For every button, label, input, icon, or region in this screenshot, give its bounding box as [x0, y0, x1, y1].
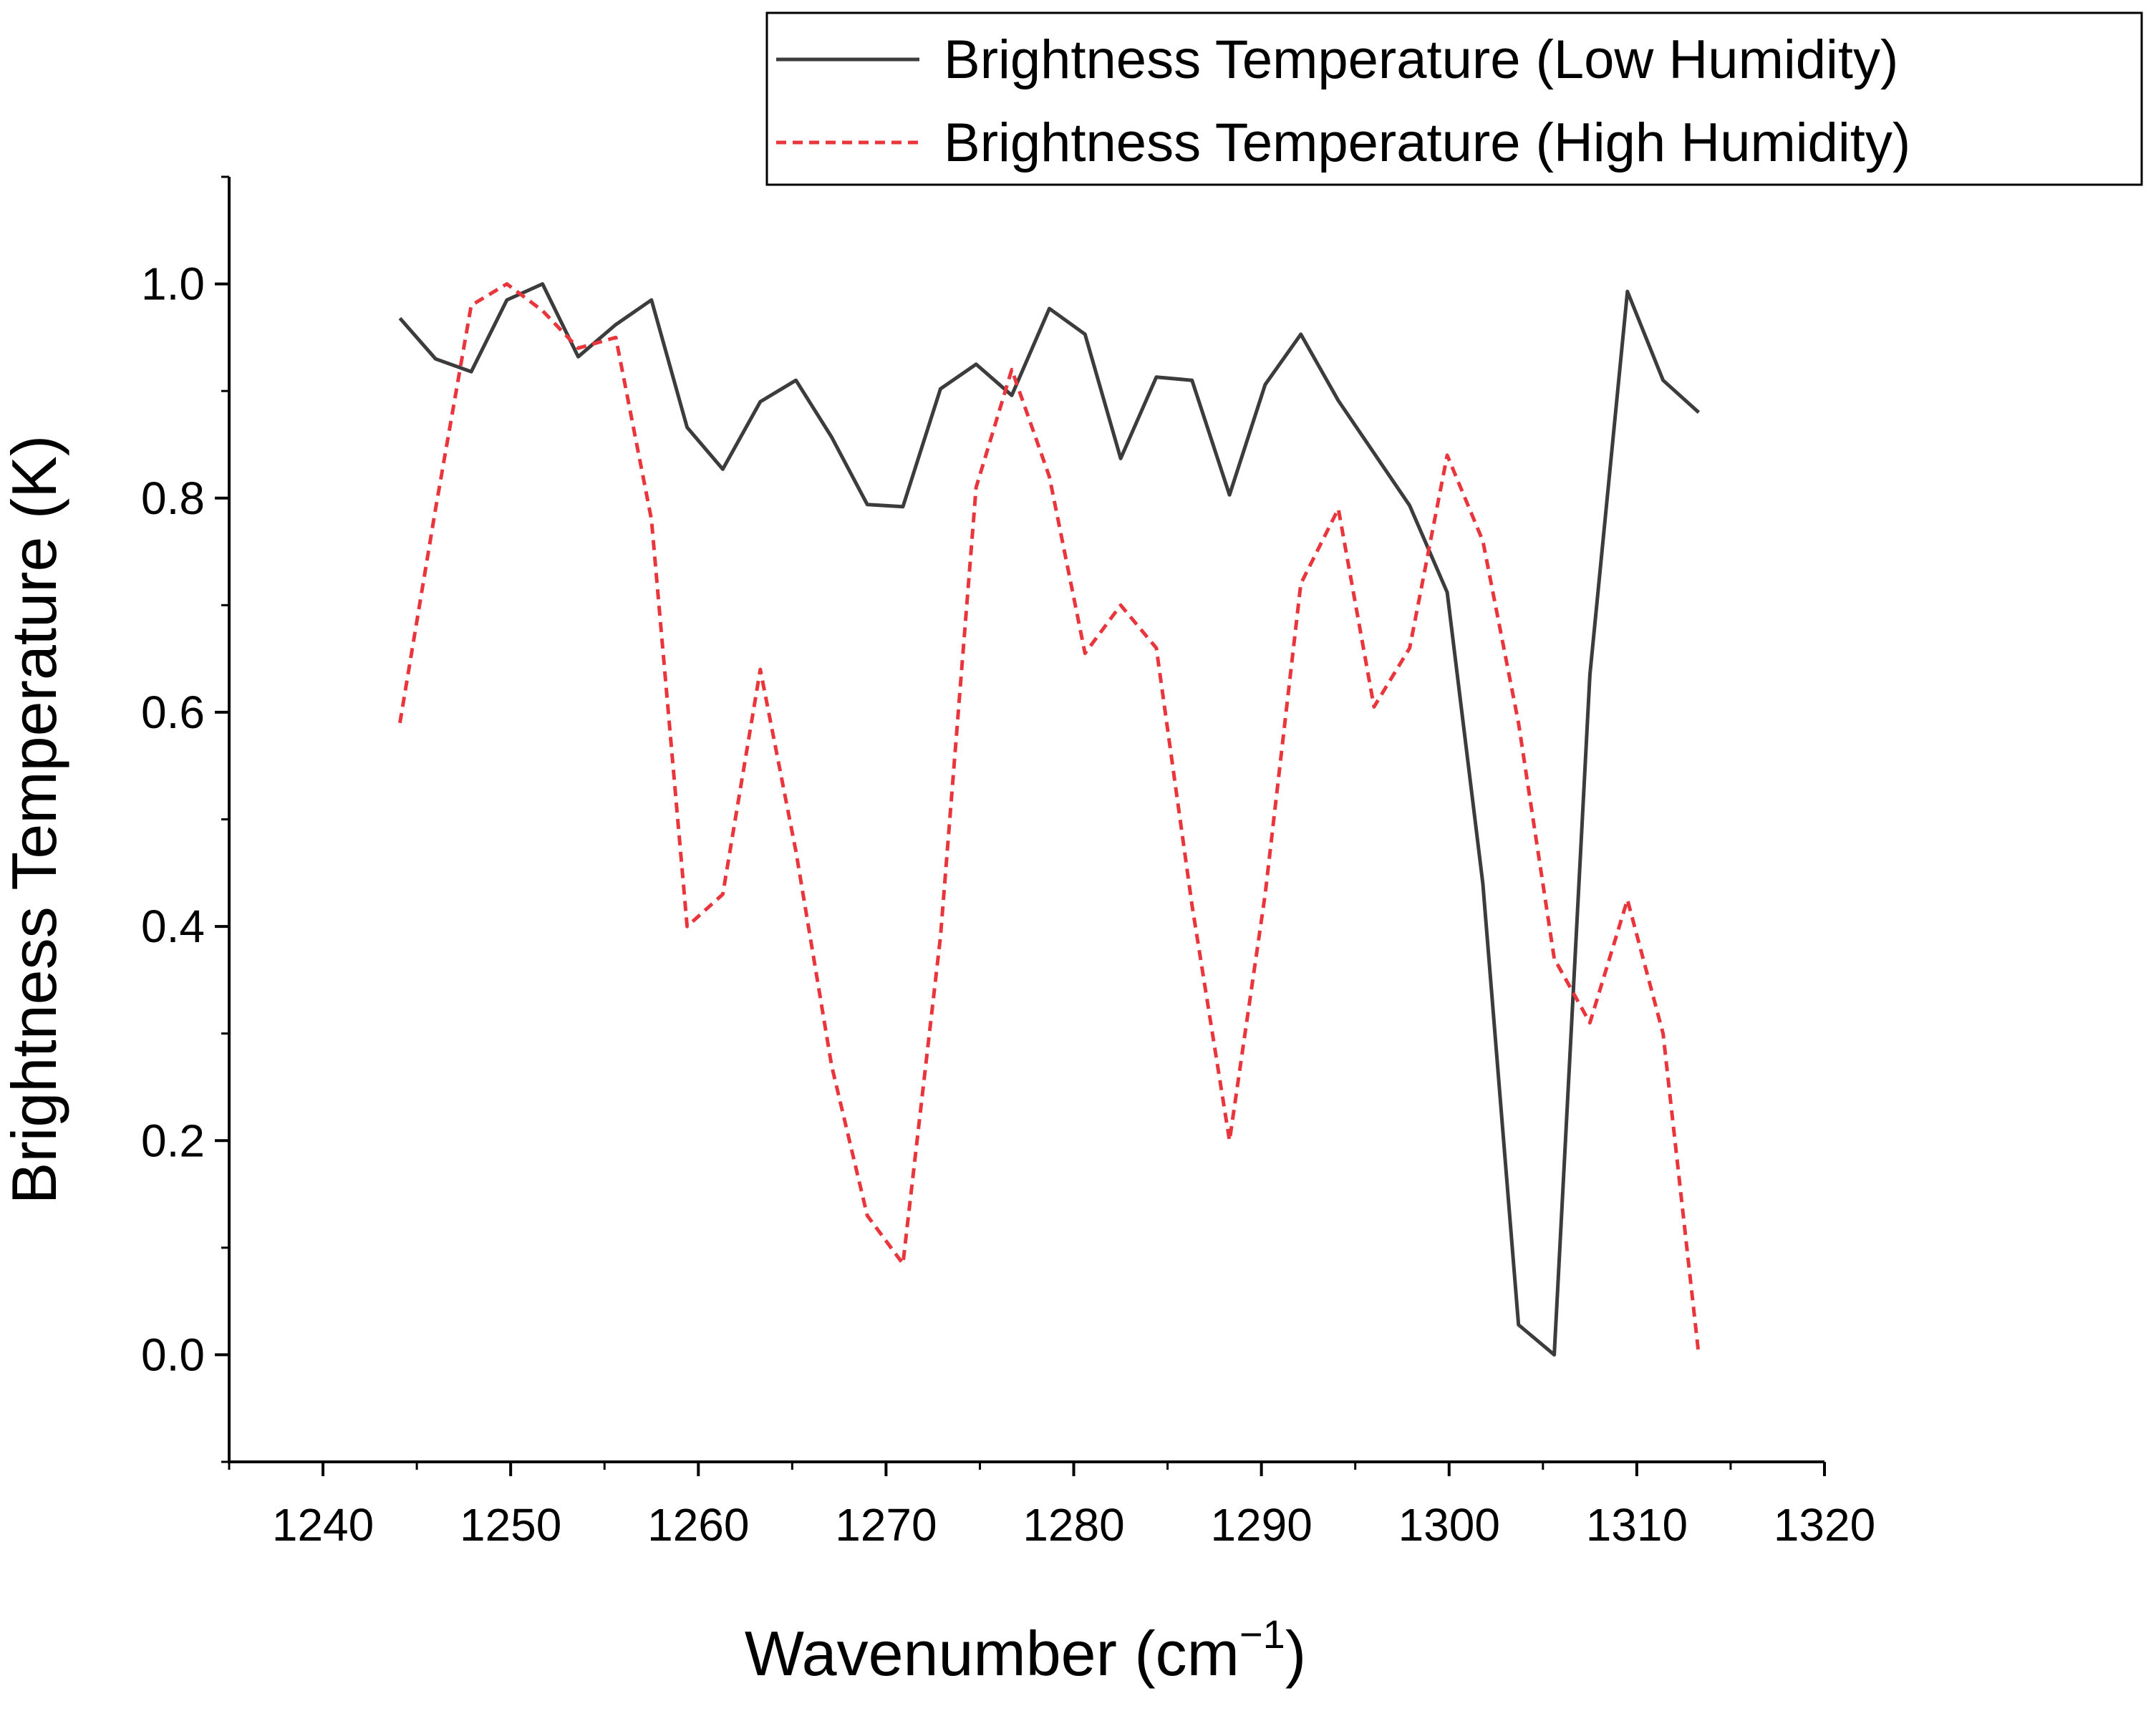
y-tick-label: 0.2 [141, 1115, 205, 1166]
x-tick-label: 1250 [460, 1499, 561, 1551]
x-tick-label: 1280 [1023, 1499, 1124, 1551]
y-tick-label: 1.0 [141, 258, 205, 310]
x-tick-label: 1320 [1774, 1499, 1875, 1551]
y-ticks: 0.0 0.2 0.4 0.6 0.8 1.0 [141, 175, 229, 1463]
x-axis-title-main: Wavenumber (cm [745, 1618, 1239, 1689]
x-axis-title-end: ) [1285, 1618, 1306, 1689]
x-axis-title-sup: −1 [1239, 1611, 1285, 1657]
x-tick-label: 1260 [647, 1499, 749, 1551]
series-line-high-humidity [398, 282, 1701, 1355]
y-axis-title: Brightness Temperature (K) [0, 435, 69, 1204]
x-tick-label: 1240 [272, 1499, 374, 1551]
y-tick-label: 0.8 [141, 472, 205, 524]
x-tick-label: 1290 [1210, 1499, 1312, 1551]
x-axis-title: Wavenumber (cm−1) [745, 1611, 1306, 1689]
series-layer [398, 282, 1701, 1357]
series-line-low-humidity [398, 282, 1701, 1357]
legend-label-low-humidity: Brightness Temperature (Low Humidity) [944, 29, 1898, 90]
x-ticks: 1240 1250 1260 1270 1280 1290 1300 1310 1320 [228, 1462, 1875, 1551]
y-tick-label: 0.4 [141, 901, 205, 952]
legend: Brightness Temperature (Low Humidity) Br… [765, 11, 2143, 186]
y-tick-label: 0.0 [141, 1329, 205, 1380]
x-tick-label: 1310 [1586, 1499, 1688, 1551]
plot-area: 0.00.20.40.60.81.0 1240 1250 1260 1270 1280 1… [141, 175, 1875, 1551]
legend-box [765, 11, 2143, 186]
x-tick-label: 1270 [835, 1499, 937, 1551]
legend-label-high-humidity: Brightness Temperature (High Humidity) [944, 112, 1910, 173]
x-tick-label: 1300 [1398, 1499, 1500, 1551]
y-tick-label: 0.6 [141, 687, 205, 738]
